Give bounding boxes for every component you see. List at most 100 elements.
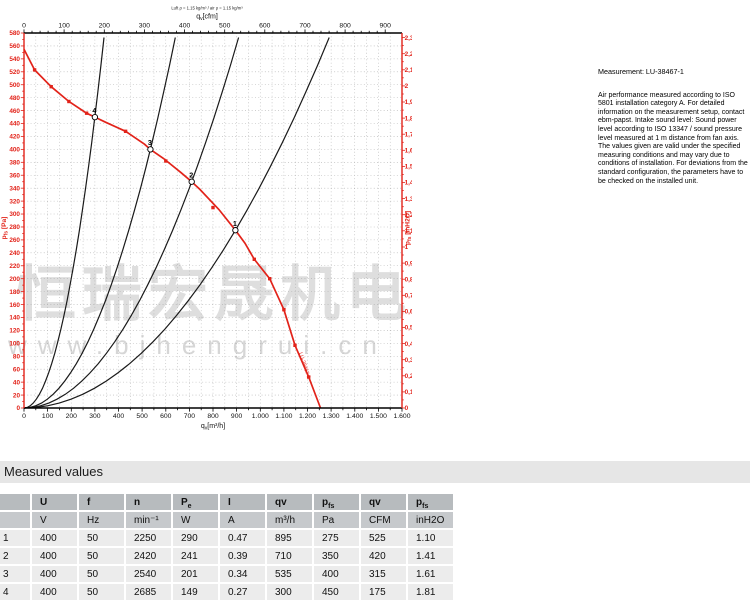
svg-text:0: 0 (22, 23, 26, 30)
svg-text:1,7: 1,7 (405, 131, 412, 138)
table-header-cell: Pe (173, 494, 218, 510)
svg-text:0: 0 (22, 413, 26, 420)
system-curve (23, 37, 105, 409)
table-value-cell: 2685 (126, 584, 171, 600)
top-axis-title: qv[cfm] (196, 14, 218, 23)
svg-text:2: 2 (405, 83, 409, 90)
svg-text:400: 400 (179, 23, 191, 30)
table-value-cell: 400 (32, 584, 77, 600)
svg-text:1.300: 1.300 (323, 413, 340, 420)
table-value-cell: 400 (32, 566, 77, 582)
svg-text:80: 80 (13, 354, 21, 361)
svg-text:1,3: 1,3 (405, 196, 412, 203)
system-curve (23, 37, 176, 409)
table-value-cell: 0.27 (220, 584, 265, 600)
right-axis-title: pfs [inH2O] (405, 211, 413, 245)
svg-text:1,6: 1,6 (405, 148, 412, 155)
table-unit-cell (0, 512, 30, 528)
table-value-cell: 2540 (126, 566, 171, 582)
chart-density-note: Luft ρ = 1.15 kg/m³ / air ρ = 1.15 kg/m³ (171, 6, 243, 11)
table-value-cell: 710 (267, 548, 312, 564)
table-header-cell: pfs (408, 494, 453, 510)
svg-text:580: 580 (9, 30, 20, 37)
svg-text:0,3: 0,3 (405, 357, 412, 364)
measurement-marker (123, 129, 128, 133)
watermark-chinese: 恒瑞宏晟机电 (16, 261, 412, 328)
table-value-cell: 1.61 (408, 566, 453, 582)
svg-text:360: 360 (9, 172, 20, 179)
svg-text:1,4: 1,4 (405, 180, 412, 187)
svg-text:40: 40 (13, 379, 21, 386)
svg-text:1.400: 1.400 (346, 413, 363, 420)
measurement-marker (211, 205, 215, 210)
svg-text:500: 500 (219, 23, 231, 30)
table-unit-cell: A (220, 512, 265, 528)
svg-text:320: 320 (9, 198, 20, 205)
operating-point (188, 178, 195, 185)
operating-point (232, 227, 239, 234)
table-value-cell: 2420 (126, 548, 171, 564)
table-row-number: 4 (0, 584, 30, 600)
table-value-cell: 175 (361, 584, 406, 600)
table-value-cell: 525 (361, 530, 406, 546)
table-value-cell: 300 (267, 584, 312, 600)
table-value-cell: 290 (173, 530, 218, 546)
table-unit-cell: inH2O (408, 512, 453, 528)
table-value-cell: 241 (173, 548, 218, 564)
svg-text:0,1: 0,1 (405, 389, 412, 396)
measurement-marker (32, 68, 37, 72)
svg-text:20: 20 (13, 392, 21, 399)
table-unit-cell: CFM (361, 512, 406, 528)
svg-text:1,8: 1,8 (405, 115, 412, 122)
measurement-marker (164, 159, 168, 163)
bottom-axis-title: qv[m³/h] (201, 423, 225, 432)
table-value-cell: 201 (173, 566, 218, 582)
svg-text:180: 180 (9, 289, 20, 296)
table-value-cell: 1.41 (408, 548, 453, 564)
svg-text:60: 60 (13, 366, 21, 373)
table-unit-cell: V (32, 512, 77, 528)
table-header-cell: qv (267, 494, 312, 510)
svg-text:140: 140 (9, 315, 20, 322)
table-unit-cell: min⁻¹ (126, 512, 171, 528)
svg-text:500: 500 (136, 413, 148, 420)
table-header-cell: n (126, 494, 171, 510)
svg-text:300: 300 (139, 23, 151, 30)
measurement-marker (282, 308, 286, 312)
table-value-cell: 895 (267, 530, 312, 546)
svg-text:220: 220 (9, 263, 20, 270)
svg-text:1.000: 1.000 (252, 413, 269, 420)
svg-text:0,9: 0,9 (405, 260, 412, 267)
svg-text:2,1: 2,1 (405, 67, 412, 74)
table-value-cell: 400 (314, 566, 359, 582)
svg-text:420: 420 (9, 134, 20, 141)
svg-text:1,9: 1,9 (405, 99, 412, 106)
svg-text:700: 700 (184, 413, 196, 420)
table-value-cell: 275 (314, 530, 359, 546)
svg-text:260: 260 (9, 237, 20, 244)
measurement-text: Air performance measured according to IS… (598, 91, 748, 185)
table-row-number: 1 (0, 530, 30, 546)
table-value-cell: 1.10 (408, 530, 453, 546)
left-axis-title: pfs [Pa] (1, 217, 10, 240)
measurement-marker (293, 343, 297, 347)
fan-performance-chart: 1 2 3 4 LU-38467-1 0 20 40 60 80 100 120 140 160 180 20… (0, 0, 412, 432)
measurement-note: Measurement: LU-38467-1 Air performance … (598, 67, 750, 186)
svg-text:600: 600 (160, 413, 172, 420)
table-unit-cell: Hz (79, 512, 124, 528)
operating-point-label: 4 (92, 106, 96, 115)
svg-text:700: 700 (299, 23, 311, 30)
table-value-cell: 1.81 (408, 584, 453, 600)
table-header-cell: f (79, 494, 124, 510)
svg-text:340: 340 (9, 185, 20, 192)
table-value-cell: 0.39 (220, 548, 265, 564)
svg-text:0,5: 0,5 (405, 325, 412, 332)
svg-text:0,8: 0,8 (405, 276, 412, 283)
table-value-cell: 400 (32, 530, 77, 546)
svg-text:400: 400 (113, 413, 125, 420)
system-curve (23, 37, 240, 409)
svg-text:240: 240 (9, 250, 20, 257)
operating-point-label: 3 (148, 138, 152, 147)
